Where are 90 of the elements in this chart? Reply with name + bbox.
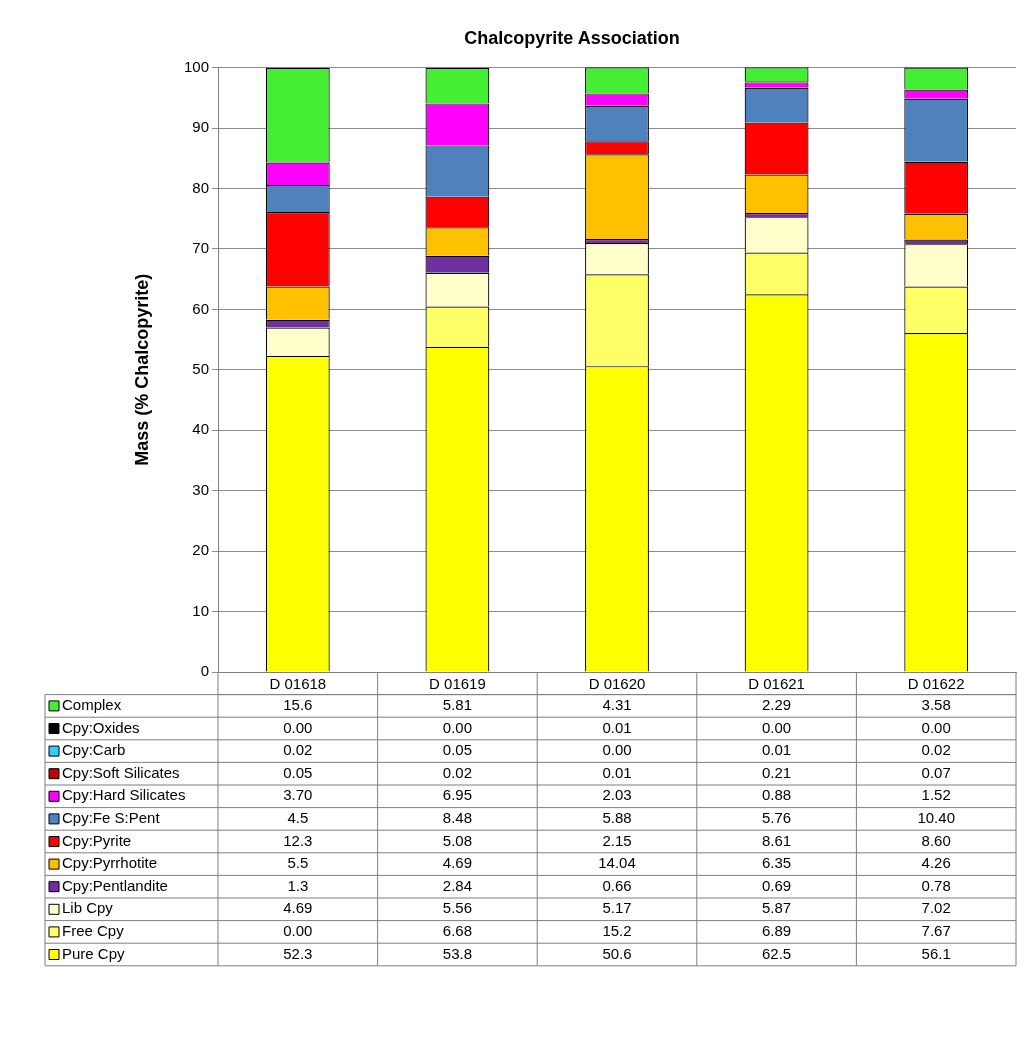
- legend-label: Cpy:Carb: [62, 741, 126, 759]
- data-label: 0.88: [762, 786, 792, 804]
- y-axis-title: Mass (% Chalcopyrite): [131, 273, 152, 466]
- y-tick-label: 20: [192, 541, 209, 559]
- data-label: 2.03: [602, 786, 632, 804]
- data-label: 0.02: [442, 763, 472, 781]
- data-label: 0.01: [762, 741, 792, 759]
- legend-label: Cpy:Pyrrhotite: [62, 854, 158, 872]
- data-label: 8.60: [921, 831, 951, 849]
- y-tick-label: 90: [192, 118, 209, 136]
- data-label: 12.3: [283, 831, 313, 849]
- x-tick-label: D 01619: [429, 675, 486, 693]
- legend-label: Pure Cpy: [62, 944, 126, 962]
- legend-label: Complex: [62, 696, 122, 714]
- data-label: 5.81: [442, 696, 472, 714]
- data-label: 5.08: [442, 831, 472, 849]
- data-label: 15.6: [283, 696, 313, 714]
- data-label: 4.5: [287, 809, 309, 827]
- y-tick-label: 30: [192, 480, 209, 498]
- x-tick-label: D 01621: [748, 675, 805, 693]
- data-label: 4.69: [442, 854, 472, 872]
- data-label: 5.76: [762, 809, 792, 827]
- data-label: 0.05: [442, 741, 472, 759]
- x-tick-label: D 01618: [269, 675, 327, 693]
- legend-label: Lib Cpy: [62, 899, 114, 917]
- y-tick-label: 40: [192, 420, 209, 438]
- data-label: 50.6: [602, 944, 632, 962]
- x-tick-label: D 01620: [588, 675, 646, 693]
- data-label: 0.01: [602, 718, 632, 736]
- legend-label: Free Cpy: [62, 922, 125, 940]
- data-label: 56.1: [921, 944, 951, 962]
- data-label: 4.31: [602, 696, 632, 714]
- data-label: 8.48: [442, 809, 472, 827]
- data-label: 3.58: [921, 696, 951, 714]
- y-tick-label: 70: [192, 239, 209, 257]
- legend-label: Cpy:Oxides: [62, 718, 140, 736]
- data-label: 62.5: [762, 944, 792, 962]
- data-label: 0.02: [283, 741, 313, 759]
- data-label: 0.21: [762, 763, 792, 781]
- data-label: 2.15: [602, 831, 632, 849]
- data-label: 1.52: [921, 786, 951, 804]
- data-label: 52.3: [283, 944, 313, 962]
- y-tick-label: 10: [192, 601, 209, 619]
- data-label: 5.88: [602, 809, 632, 827]
- y-tick-label: 100: [183, 57, 209, 75]
- data-label: 2.29: [762, 696, 792, 714]
- data-label: 8.61: [762, 831, 792, 849]
- data-label: 6.68: [442, 922, 472, 940]
- data-label: 0.69: [762, 876, 792, 894]
- data-label: 4.69: [283, 899, 313, 917]
- data-label: 0.00: [283, 718, 313, 736]
- data-label: 0.78: [921, 876, 951, 894]
- data-label: 1.3: [287, 876, 309, 894]
- data-label: 3.70: [283, 786, 313, 804]
- y-tick-label: 50: [192, 359, 209, 377]
- data-label: 5.56: [442, 899, 472, 917]
- data-label: 53.8: [442, 944, 472, 962]
- data-label: 0.00: [762, 718, 792, 736]
- data-label: 7.02: [921, 899, 951, 917]
- data-label: 5.17: [602, 899, 632, 917]
- data-label: 0.07: [921, 763, 951, 781]
- data-label: 0.00: [602, 741, 632, 759]
- data-label: 6.89: [762, 922, 792, 940]
- data-label: 5.87: [762, 899, 792, 917]
- data-label: 0.66: [602, 876, 632, 894]
- legend-label: Cpy:Soft Silicates: [62, 763, 180, 781]
- data-label: 6.95: [442, 786, 472, 804]
- data-label: 0.02: [921, 741, 951, 759]
- data-label: 0.00: [442, 718, 472, 736]
- data-label: 2.84: [442, 876, 472, 894]
- x-tick-label: D 01622: [907, 675, 965, 693]
- data-label: 0.05: [283, 763, 313, 781]
- data-label: 10.40: [917, 809, 955, 827]
- data-label: 7.67: [921, 922, 951, 940]
- data-label: 5.5: [287, 854, 309, 872]
- data-label: 15.2: [602, 922, 632, 940]
- data-label: 0.01: [602, 763, 632, 781]
- data-label: 0.00: [921, 718, 951, 736]
- data-label: 4.26: [921, 854, 951, 872]
- y-tick-label: 80: [192, 178, 209, 196]
- legend-label: Cpy:Fe S:Pent: [62, 809, 161, 827]
- legend-label: Cpy:Pyrite: [62, 831, 132, 849]
- y-tick-label: 60: [192, 299, 209, 317]
- legend-label: Cpy:Pentlandite: [62, 876, 168, 894]
- data-label: 0.00: [283, 922, 313, 940]
- chart-title: Chalcopyrite Association: [464, 27, 680, 48]
- data-label: 6.35: [762, 854, 792, 872]
- data-label: 14.04: [598, 854, 636, 872]
- y-tick-label: 0: [200, 662, 209, 680]
- legend-label: Cpy:Hard Silicates: [62, 786, 186, 804]
